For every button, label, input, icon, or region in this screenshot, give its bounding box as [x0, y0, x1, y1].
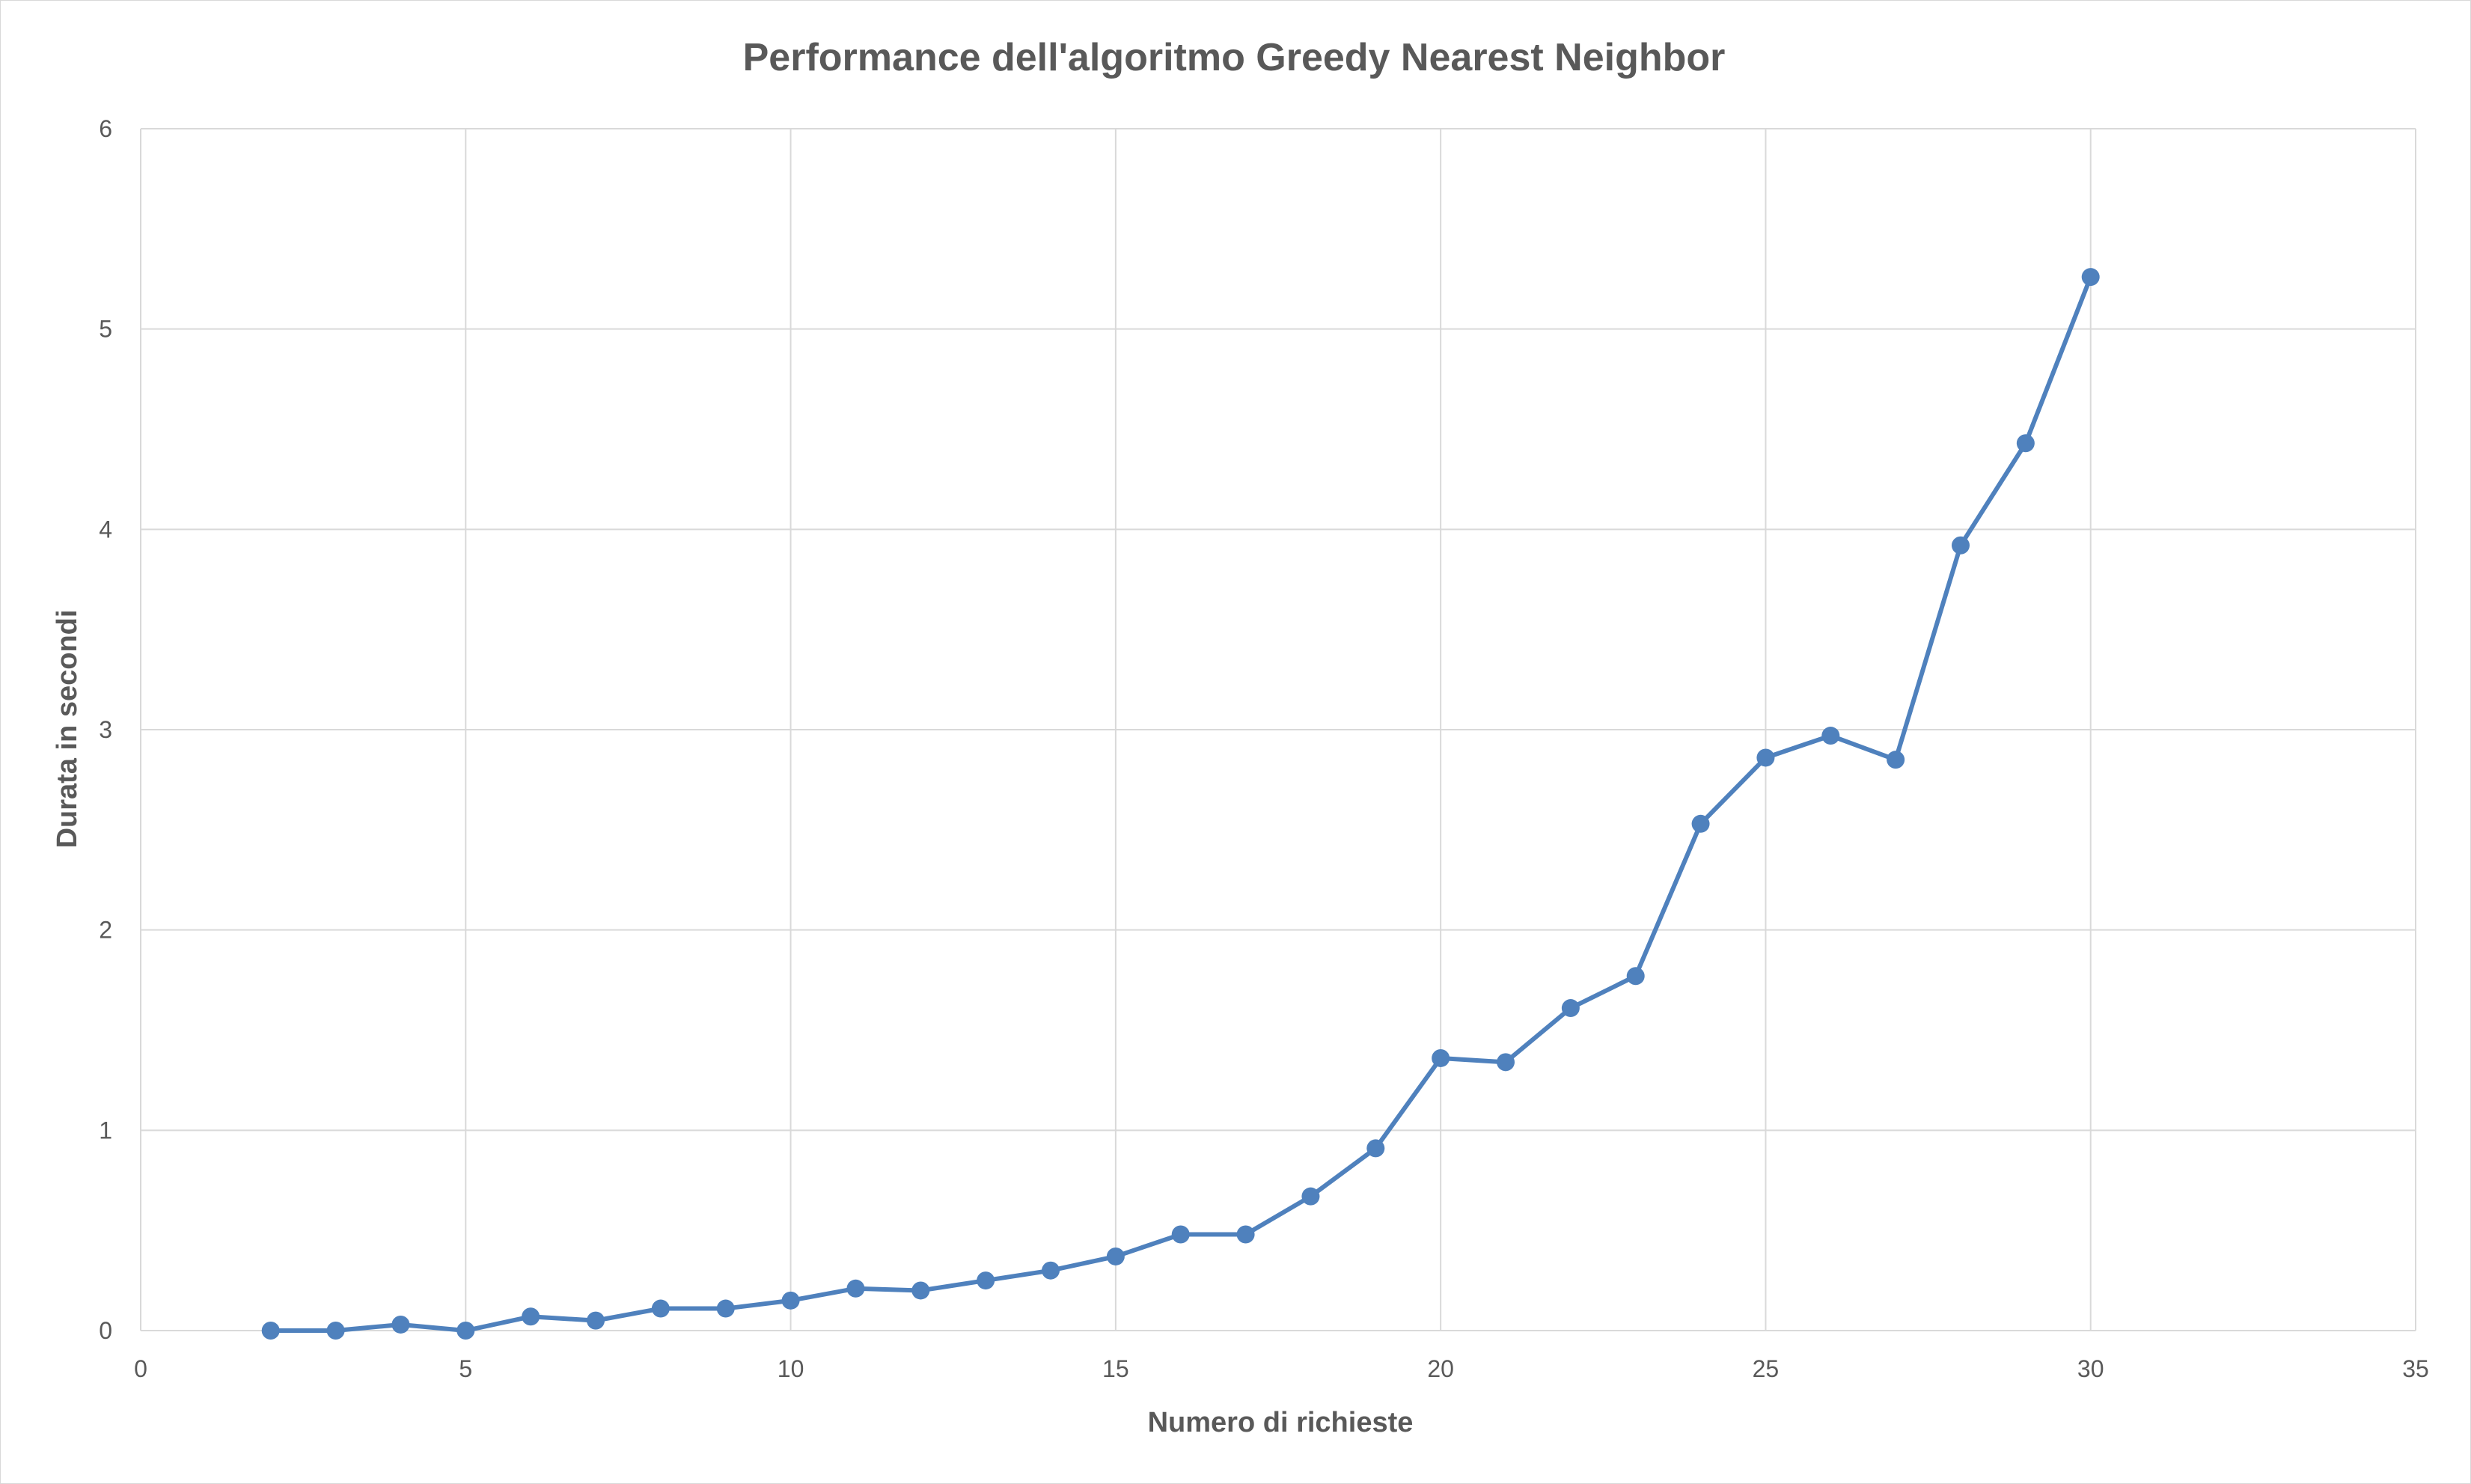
tick-labels: 0 1 2 3 4 5 6 0 5 10 15 20 25 30 35 — [99, 115, 2429, 1382]
x-tick-label: 5 — [459, 1355, 472, 1382]
data-point — [1756, 748, 1775, 767]
data-point — [1887, 751, 1905, 769]
data-point — [261, 1322, 280, 1340]
chart-title: Performance dell'algoritmo Greedy Neares… — [743, 36, 1726, 79]
data-point — [522, 1307, 540, 1326]
x-tick-label: 10 — [778, 1355, 804, 1382]
data-point — [391, 1315, 410, 1334]
y-tick-label: 4 — [99, 516, 112, 543]
y-axis-title: Durata in secondi — [52, 610, 83, 849]
data-point — [1301, 1187, 1320, 1206]
x-tick-label: 0 — [134, 1355, 147, 1382]
data-point — [1821, 727, 1840, 745]
data-point — [1366, 1139, 1385, 1158]
data-point — [587, 1311, 605, 1330]
data-point — [1432, 1048, 1450, 1067]
data-point — [1236, 1225, 1255, 1244]
y-tick-label: 0 — [99, 1317, 112, 1344]
x-tick-label: 25 — [1753, 1355, 1780, 1382]
data-point — [977, 1271, 995, 1290]
data-point — [1561, 999, 1580, 1018]
y-tick-label: 2 — [99, 917, 112, 944]
data-point — [716, 1299, 735, 1318]
data-point — [846, 1279, 865, 1298]
series-line — [270, 275, 2093, 1333]
data-point — [781, 1291, 800, 1310]
data-point — [1171, 1225, 1190, 1244]
data-point — [456, 1322, 475, 1340]
data-series — [261, 268, 2100, 1340]
data-point — [2081, 268, 2100, 287]
data-point — [1691, 814, 1710, 833]
x-tick-label: 35 — [2402, 1355, 2429, 1382]
data-point — [1626, 967, 1645, 986]
y-tick-label: 5 — [99, 316, 112, 343]
y-tick-label: 3 — [99, 716, 112, 743]
data-point — [2016, 434, 2035, 453]
y-tick-label: 6 — [99, 115, 112, 142]
x-tick-label: 30 — [2077, 1355, 2104, 1382]
y-tick-label: 1 — [99, 1117, 112, 1143]
data-point — [911, 1281, 930, 1300]
data-point — [1952, 536, 1970, 555]
x-tick-label: 15 — [1102, 1355, 1129, 1382]
data-point — [651, 1299, 670, 1318]
x-axis-title: Numero di richieste — [1148, 1407, 1414, 1438]
gridlines — [140, 128, 2416, 1331]
data-point — [326, 1322, 345, 1340]
data-point — [1497, 1053, 1515, 1072]
x-tick-label: 20 — [1427, 1355, 1454, 1382]
data-point — [1106, 1247, 1125, 1265]
data-point — [1042, 1261, 1060, 1280]
